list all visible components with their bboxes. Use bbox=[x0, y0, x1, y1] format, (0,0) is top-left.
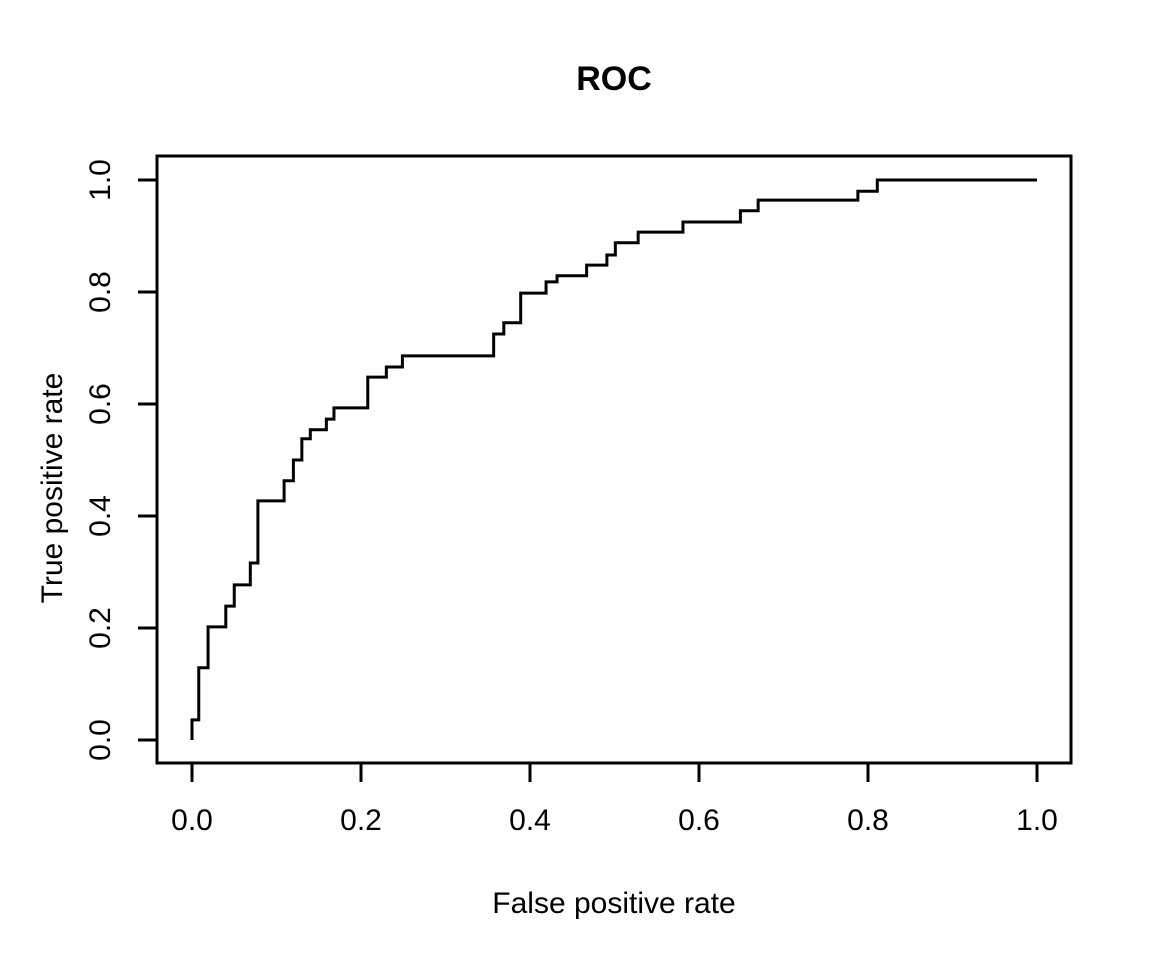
x-tick-label: 0.2 bbox=[340, 804, 382, 837]
y-tick-label: 0.8 bbox=[84, 271, 117, 313]
x-tick-label: 1.0 bbox=[1016, 804, 1058, 837]
y-tick-label: 0.4 bbox=[84, 495, 117, 537]
chart-title: ROC bbox=[576, 60, 652, 98]
y-axis-label: True positive rate bbox=[36, 373, 69, 604]
x-axis-ticks: 0.0 0.2 0.4 0.6 0.8 1.0 bbox=[171, 763, 1058, 837]
x-tick-label: 0.0 bbox=[171, 804, 213, 837]
x-axis-label: False positive rate bbox=[492, 887, 735, 920]
x-tick-label: 0.6 bbox=[678, 804, 720, 837]
y-tick-label: 0.0 bbox=[84, 719, 117, 761]
y-tick-label: 0.6 bbox=[84, 383, 117, 425]
x-tick-label: 0.4 bbox=[509, 804, 551, 837]
x-tick-label: 0.8 bbox=[847, 804, 889, 837]
plot-border bbox=[155, 154, 1073, 765]
y-tick-label: 0.2 bbox=[84, 607, 117, 649]
y-axis-ticks: 0.0 0.2 0.4 0.6 0.8 1.0 bbox=[84, 159, 157, 761]
roc-curve-line bbox=[190, 178, 1037, 740]
y-tick-label: 1.0 bbox=[84, 159, 117, 201]
